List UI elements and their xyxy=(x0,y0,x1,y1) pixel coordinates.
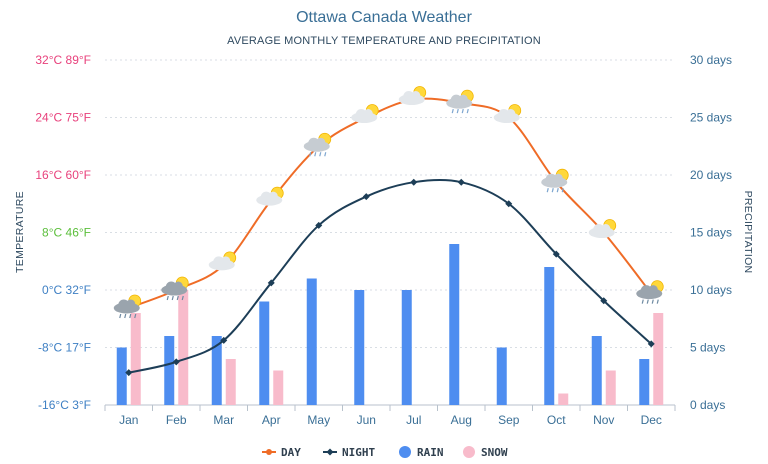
month-tick-label: Dec xyxy=(641,413,662,427)
month-tick-label: Jun xyxy=(357,413,376,427)
partly-sunny-icon xyxy=(256,186,284,206)
precipitation-tick-label: 10 days xyxy=(690,283,732,297)
temperature-axis: 32°C 89°F 24°C 75°F 16°C 60°F 8°C 46°F 0°C 3… xyxy=(35,53,91,412)
partly-sunny-icon xyxy=(588,219,617,238)
precipitation-tick-label: 25 days xyxy=(690,111,732,125)
temperature-tick-label: 24°C 75°F xyxy=(35,111,91,125)
legend-label: DAY xyxy=(281,446,301,459)
snow-bar xyxy=(273,370,284,405)
precipitation-bars xyxy=(116,244,664,405)
rain-bar xyxy=(496,347,507,405)
snow-bar xyxy=(225,359,236,405)
month-tick-label: Aug xyxy=(451,413,472,427)
grid-lines xyxy=(104,59,676,411)
legend-item-day: DAY xyxy=(262,446,301,459)
y-axis-title-left: TEMPERATURE xyxy=(14,191,26,273)
rain-cloud-icon xyxy=(303,132,332,157)
month-tick-label: Mar xyxy=(213,413,234,427)
rain-bar xyxy=(401,290,412,405)
month-tick-label: Nov xyxy=(593,413,614,427)
partly-sunny-icon xyxy=(208,251,237,271)
day-line xyxy=(128,97,653,309)
rain-bar xyxy=(591,336,602,405)
temperature-tick-label: 8°C 46°F xyxy=(42,226,91,240)
month-tick-label: Jul xyxy=(406,413,421,427)
snow-cloud-icon xyxy=(161,276,189,301)
precipitation-tick-label: 0 days xyxy=(690,398,725,412)
precipitation-axis: 30 days 25 days 20 days 15 days 10 days 5 day… xyxy=(690,53,732,412)
month-tick-label: Sep xyxy=(498,413,520,427)
month-tick-label: Feb xyxy=(166,413,187,427)
month-axis: Jan Feb Mar Apr May Jun Jul Aug Sep Oct Nov Dec xyxy=(119,413,662,427)
legend-item-snow: SNOW xyxy=(463,446,508,459)
rain-bar xyxy=(639,359,650,405)
night-point xyxy=(552,250,560,258)
precipitation-tick-label: 15 days xyxy=(690,226,732,240)
night-point xyxy=(315,221,323,229)
rain-bar xyxy=(544,267,555,405)
weather-icons xyxy=(113,86,664,319)
rain-cloud-icon xyxy=(541,168,569,193)
temperature-tick-label: -16°C 3°F xyxy=(38,398,91,412)
legend-label: SNOW xyxy=(481,446,508,459)
snow-bar xyxy=(178,290,189,405)
precipitation-tick-label: 20 days xyxy=(690,168,732,182)
legend-item-rain: RAIN xyxy=(399,446,444,459)
rain-bar xyxy=(116,347,127,405)
night-point xyxy=(125,369,133,377)
night-point xyxy=(267,279,275,287)
partly-sunny-icon xyxy=(493,104,522,123)
month-tick-label: Oct xyxy=(547,413,566,427)
chart-subtitle: AVERAGE MONTHLY TEMPERATURE AND PRECIPIT… xyxy=(227,35,541,47)
night-point xyxy=(362,193,370,201)
legend-item-night: NIGHT xyxy=(323,446,375,459)
snow-bar xyxy=(653,313,664,405)
legend: DAY NIGHT RAIN SNOW xyxy=(262,446,508,459)
partly-sunny-icon xyxy=(398,86,427,106)
precipitation-tick-label: 5 days xyxy=(690,341,725,355)
night-point xyxy=(600,297,608,305)
temperature-tick-label: -8°C 17°F xyxy=(38,341,91,355)
snow-bar xyxy=(558,393,569,405)
rain-bar xyxy=(164,336,175,405)
rain-bar xyxy=(306,278,317,405)
night-point xyxy=(410,178,418,186)
precipitation-tick-label: 30 days xyxy=(690,53,732,67)
night-point xyxy=(457,178,465,186)
y-axis-title-right: PRECIPITATION xyxy=(742,191,754,274)
night-point xyxy=(647,340,655,348)
rain-bar xyxy=(449,244,460,405)
partly-sunny-icon xyxy=(351,104,379,123)
rain-cloud-icon xyxy=(446,89,474,114)
night-point xyxy=(505,200,513,208)
snow-cloud-icon xyxy=(636,280,664,304)
legend-label: NIGHT xyxy=(342,446,375,459)
rain-bar xyxy=(211,336,222,405)
snow-bar xyxy=(605,370,616,405)
night-point xyxy=(172,358,180,366)
snow-cloud-icon xyxy=(113,294,142,319)
temperature-tick-label: 16°C 60°F xyxy=(35,168,91,182)
month-tick-label: May xyxy=(307,413,330,427)
temperature-tick-label: 32°C 89°F xyxy=(35,53,91,67)
rain-bar xyxy=(354,290,365,405)
rain-bar xyxy=(259,301,270,405)
temperature-tick-label: 0°C 32°F xyxy=(42,283,91,297)
temperature-lines xyxy=(125,97,655,377)
month-tick-label: Jan xyxy=(119,413,138,427)
legend-label: RAIN xyxy=(417,446,444,459)
month-tick-label: Apr xyxy=(262,413,281,427)
night-point xyxy=(220,336,228,344)
chart-title: Ottawa Canada Weather xyxy=(296,9,472,26)
snow-bar xyxy=(130,313,141,405)
